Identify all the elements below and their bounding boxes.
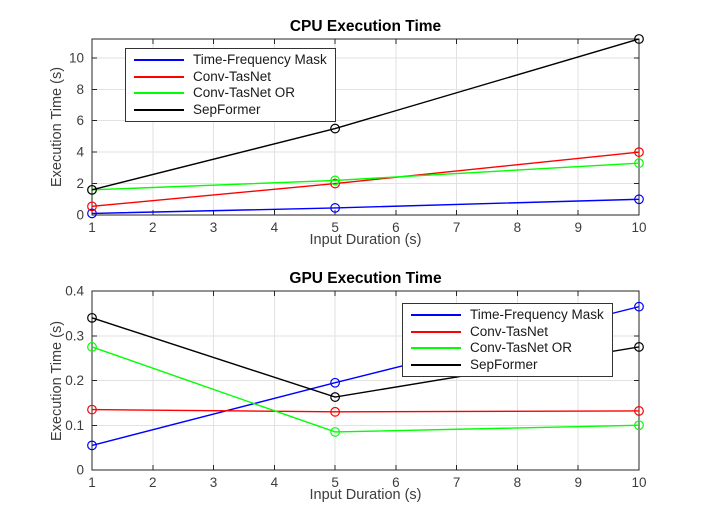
cpu-chart-title: CPU Execution Time	[289, 18, 442, 35]
x-tick-label: 7	[453, 475, 461, 490]
y-tick-label: 0.1	[65, 418, 84, 433]
x-tick-label: 3	[210, 475, 218, 490]
y-tick-label: 0	[76, 463, 84, 478]
legend-item-time-frequency-mask: Time-Frequency Mask	[134, 52, 327, 69]
data-point-marker-sepformer	[330, 123, 341, 134]
legend-item-sepformer: SepFormer	[411, 357, 604, 374]
data-point-marker-conv-tasnet	[87, 201, 97, 212]
data-point-marker-conv-tasnet	[87, 404, 97, 415]
legend-item-conv-tasnet: Conv-TasNet	[134, 69, 327, 86]
y-tick-label: 6	[76, 113, 84, 128]
legend-item-conv-tasnet-or: Conv-TasNet OR	[134, 85, 327, 102]
series-line-conv-tasnet	[91, 151, 640, 208]
legend-label: Time-Frequency Mask	[470, 307, 604, 323]
gpu-xaxis-label: Input Duration (s)	[309, 487, 422, 503]
legend-item-conv-tasnet: Conv-TasNet	[411, 324, 604, 341]
legend-line-sample	[411, 347, 461, 350]
gpu-legend: Time-Frequency Mask Conv-TasNet Conv-TasNe…	[402, 303, 613, 377]
legend-line-sample	[411, 330, 461, 333]
y-tick-label: 2	[76, 176, 84, 191]
x-tick-label: 6	[392, 220, 400, 235]
data-point-marker-conv-tasnet-or	[330, 427, 341, 437]
data-point-marker-time-frequency-mask	[87, 208, 97, 219]
data-point-marker-sepformer	[634, 34, 644, 44]
y-tick-label: 0.2	[65, 373, 84, 388]
y-tick-label: 0.3	[65, 328, 84, 343]
data-point-marker-time-frequency-mask	[87, 440, 97, 451]
data-point-marker-conv-tasnet-or	[87, 342, 97, 352]
x-tick-label: 10	[631, 475, 646, 490]
cpu-legend: Time-Frequency Mask Conv-TasNet Conv-TasNe…	[125, 48, 336, 122]
x-tick-label: 1	[88, 220, 96, 235]
y-tick-label: 0	[76, 208, 84, 223]
legend-line-sample	[134, 75, 184, 78]
series-line-conv-tasnet-or	[91, 346, 640, 433]
legend-label: Conv-TasNet	[470, 323, 549, 339]
data-point-marker-conv-tasnet-or	[330, 175, 341, 186]
legend-item-time-frequency-mask: Time-Frequency Mask	[411, 307, 604, 324]
legend-label: Time-Frequency Mask	[193, 52, 327, 68]
cpu-yaxis-label: Execution Time (s)	[49, 66, 65, 188]
x-tick-label: 8	[514, 475, 522, 490]
x-tick-label: 3	[210, 220, 218, 235]
series-line-conv-tasnet	[91, 408, 640, 413]
legend-line-sample	[411, 363, 461, 366]
x-tick-label: 2	[149, 220, 157, 235]
gpu-chart-title: GPU Execution Time	[289, 270, 442, 287]
data-point-marker-conv-tasnet-or	[634, 158, 644, 169]
data-point-marker-time-frequency-mask	[330, 203, 341, 213]
x-tick-label: 1	[88, 475, 96, 490]
data-point-marker-sepformer	[87, 184, 97, 195]
legend-label: SepFormer	[193, 101, 261, 117]
y-tick-label: 8	[76, 82, 84, 97]
data-point-marker-conv-tasnet	[634, 406, 644, 416]
data-point-marker-sepformer	[634, 342, 644, 352]
data-point-marker-time-frequency-mask	[330, 377, 341, 388]
gpu-yaxis-label: Execution Time (s)	[49, 320, 65, 441]
legend-label: Conv-TasNet OR	[470, 340, 573, 356]
legend-label: SepFormer	[470, 356, 538, 372]
x-tick-label: 10	[631, 220, 646, 235]
data-point-marker-conv-tasnet	[634, 147, 644, 158]
x-tick-label: 7	[453, 220, 461, 235]
series-line-conv-tasnet-or	[91, 162, 640, 191]
x-tick-label: 2	[149, 475, 157, 490]
data-point-marker-time-frequency-mask	[634, 301, 644, 312]
x-tick-label: 4	[271, 475, 279, 490]
legend-label: Conv-TasNet	[193, 68, 272, 84]
data-point-marker-conv-tasnet	[330, 178, 341, 189]
data-point-marker-sepformer	[87, 312, 97, 323]
x-tick-label: 6	[392, 475, 400, 490]
y-tick-label: 0.4	[65, 284, 84, 299]
y-tick-label: 4	[76, 145, 84, 160]
x-tick-label: 5	[331, 475, 339, 490]
legend-item-conv-tasnet-or: Conv-TasNet OR	[411, 340, 604, 357]
x-tick-label: 9	[574, 475, 582, 490]
legend-label: Conv-TasNet OR	[193, 85, 296, 101]
legend-line-sample	[411, 314, 461, 317]
data-point-marker-conv-tasnet	[330, 406, 341, 417]
series-line-time-frequency-mask	[91, 198, 640, 215]
data-point-marker-sepformer	[330, 392, 341, 402]
x-tick-label: 9	[574, 220, 582, 235]
series-line-sepformer	[91, 38, 640, 191]
data-point-marker-time-frequency-mask	[634, 194, 644, 205]
legend-line-sample	[134, 92, 184, 95]
axes-box	[91, 38, 640, 216]
y-tick-label: 10	[69, 50, 84, 65]
legend-item-sepformer: SepFormer	[134, 102, 327, 119]
x-tick-label: 5	[331, 220, 339, 235]
data-point-marker-conv-tasnet-or	[634, 420, 644, 431]
legend-line-sample	[134, 108, 184, 111]
x-tick-label: 4	[271, 220, 279, 235]
x-tick-label: 8	[514, 220, 522, 235]
legend-line-sample	[134, 59, 184, 62]
cpu-xaxis-label: Input Duration (s)	[309, 232, 422, 248]
